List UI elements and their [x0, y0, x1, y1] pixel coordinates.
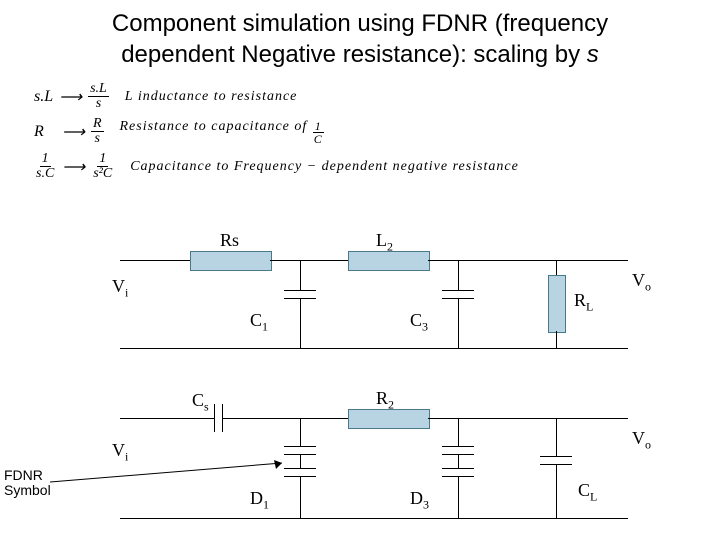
arrow-icon: ⟶ [62, 122, 85, 142]
fdnr-plate [442, 468, 474, 469]
wire [300, 476, 301, 518]
title-line2s: s [587, 41, 599, 68]
f1-right: s.Ls [88, 82, 109, 111]
arrow-icon: ⟶ [62, 157, 85, 177]
wire [300, 298, 301, 348]
d3-label: D3 [410, 488, 429, 513]
vo-label: Vo [632, 270, 651, 295]
wire [556, 260, 557, 275]
wire [458, 260, 459, 290]
f2-right: Rs [91, 117, 104, 146]
wire [458, 454, 459, 468]
cs-label: Cs [192, 390, 209, 415]
wire [556, 418, 557, 456]
l2-label: L2 [376, 230, 393, 255]
wire [300, 454, 301, 468]
wire [458, 418, 459, 446]
cap-plate [442, 290, 474, 291]
formula-2: R ⟶ Rs Resistance to capacitance of 1C [34, 117, 519, 146]
arrow-icon: ⟶ [59, 87, 82, 107]
d1-label: D1 [250, 488, 269, 513]
fdnr-symbol-label: FDNR Symbol [4, 468, 51, 499]
wire [222, 418, 348, 419]
wire [120, 348, 628, 349]
vo2-label: Vo [632, 428, 651, 453]
vi-label: Vi [112, 276, 128, 301]
wire [556, 464, 557, 518]
wire [556, 331, 557, 348]
cap-plate [540, 456, 572, 457]
f3-desc: Capacitance to Frequency − dependent neg… [130, 159, 519, 175]
rs-box [190, 251, 272, 271]
c3-label: C3 [410, 310, 428, 335]
title-line1: Component simulation using FDNR (frequen… [112, 10, 608, 37]
rl-box [548, 275, 566, 333]
cl-label: CL [578, 480, 597, 505]
rs-label: Rs [220, 230, 239, 251]
f3-left: 1s.C [34, 152, 56, 181]
wire [458, 298, 459, 348]
wire [120, 518, 628, 519]
arrow-icon [50, 460, 290, 490]
f1-desc: L inductance to resistance [125, 89, 298, 105]
wire [120, 418, 214, 419]
title-line2a: dependent Negative resistance): scaling … [121, 41, 587, 68]
f1-left: s.L [34, 88, 53, 106]
wire [270, 260, 348, 261]
circuit-1: Rs L2 Vi Vo C1 C3 RL [120, 230, 660, 360]
f2-desc: Resistance to capacitance of 1C [120, 119, 325, 145]
wire [120, 260, 190, 261]
wire [300, 260, 301, 290]
f2-left: R [34, 123, 56, 141]
r2-label: R2 [376, 388, 394, 413]
fdnr-plate [284, 446, 316, 447]
fdnr-plate [442, 446, 474, 447]
formula-block: s.L ⟶ s.Ls L inductance to resistance R … [34, 82, 519, 187]
c1-label: C1 [250, 310, 268, 335]
cap-plate [214, 404, 215, 432]
wire [458, 476, 459, 518]
formula-3: 1s.C ⟶ 1s²C Capacitance to Frequency − d… [34, 152, 519, 181]
cap-plate [284, 290, 316, 291]
wire [300, 418, 301, 446]
rl-label: RL [574, 290, 593, 315]
circuit-2: Cs R2 Vi Vo D1 D3 CL [120, 388, 660, 528]
formula-1: s.L ⟶ s.Ls L inductance to resistance [34, 82, 519, 111]
slide-title: Component simulation using FDNR (frequen… [0, 0, 720, 70]
f3-right: 1s²C [91, 152, 114, 181]
